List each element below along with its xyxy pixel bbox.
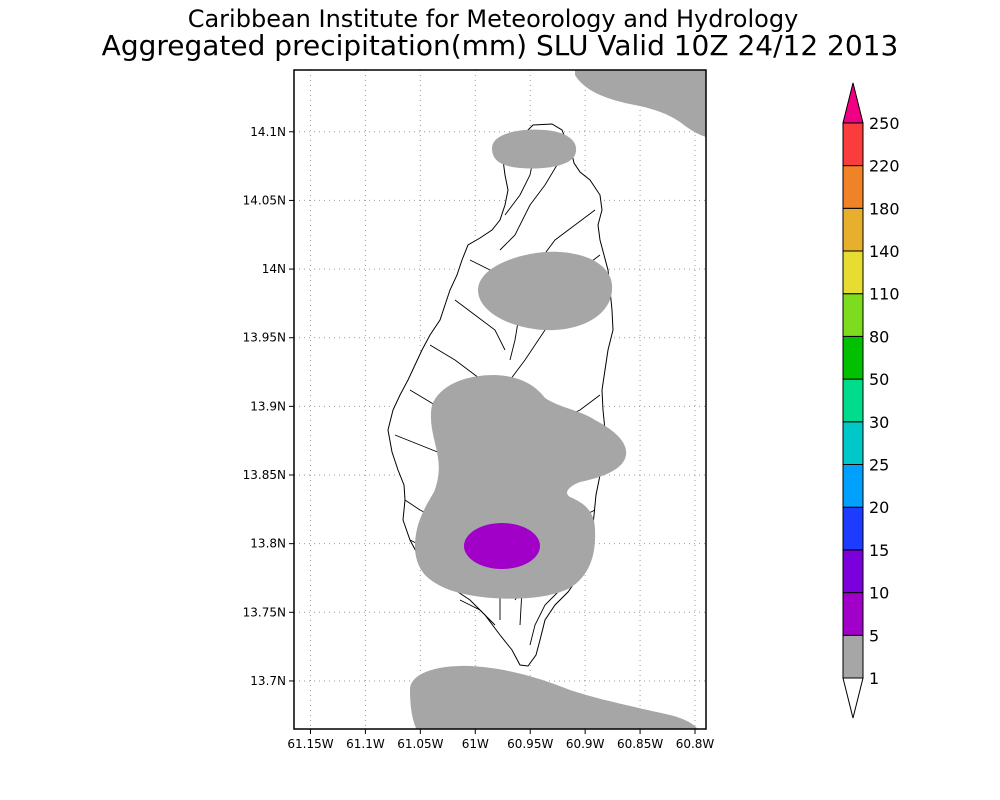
y-tick-label: 13.75N [243,605,286,619]
colorbar-swatch [842,549,864,594]
latitude-labels: 14.1N 14.05N 14N 13.95N 13.9N 13.85N 13.8N 13.7… [243,125,294,688]
colorbar-swatch [842,293,864,337]
x-tick-label: 61.1W [346,737,385,751]
rain-area-north-central [478,251,613,331]
colorbar-swatch [842,464,864,508]
colorbar-swatch [842,165,864,209]
colorbar-label: 1 [869,669,879,688]
colorbar-label: 15 [869,541,889,560]
colorbar-label: 110 [869,285,900,304]
colorbar-swatch [842,335,864,380]
colorbar-label: 250 [869,114,900,133]
y-tick-label: 13.85N [243,468,286,482]
y-tick-label: 13.8N [250,537,286,551]
colorbar-label: 50 [869,370,889,389]
colorbar-under-triangle [842,677,864,719]
x-tick-label: 61.15W [287,737,333,751]
colorbar-label: 30 [869,413,889,432]
colorbar-swatch [842,506,864,551]
rain-area-southern-sea [410,665,698,729]
colorbar-swatch [842,421,864,465]
colorbar-swatch [842,378,864,423]
colorbar-label: 80 [869,327,889,346]
y-tick-label: 14.1N [250,125,286,139]
y-tick-label: 13.7N [250,674,286,688]
map-frame [293,69,707,730]
colorbar-label: 140 [869,242,900,261]
map-panel: 61.15W 61.1W 61.05W 61W 60.95W 60.9W 60.85W 60.… [243,69,714,751]
colorbar-label: 25 [869,456,889,475]
x-tick-label: 60.95W [507,737,553,751]
x-tick-label: 60.8W [676,737,715,751]
y-tick-label: 14.05N [243,193,286,207]
x-tick-label: 60.9W [566,737,605,751]
rain-area-northeast-sea [575,70,706,137]
colorbar-swatch [842,207,864,252]
x-tick-label: 60.85W [617,737,663,751]
colorbar-over-triangle [842,82,864,124]
title-product: Aggregated precipitation(mm) SLU Valid 1… [102,29,899,62]
precip-5-10mm [464,523,540,569]
colorbar-swatch [842,250,864,295]
y-tick-label: 13.9N [250,399,286,413]
rain-area-north-tip [492,129,577,169]
colorbar-swatch [842,592,864,636]
y-tick-label: 14N [262,262,286,276]
x-tick-label: 61.05W [397,737,443,751]
x-tick-label: 61W [462,737,489,751]
colorbar-label: 220 [869,157,900,176]
title-institute: Caribbean Institute for Meteorology and … [188,5,799,33]
colorbar-label: 5 [869,626,879,645]
colorbar-swatch [842,122,864,167]
colorbar-label: 20 [869,498,889,517]
colorbar-label: 180 [869,199,900,218]
colorbar-label: 10 [869,584,889,603]
longitude-labels: 61.15W 61.1W 61.05W 61W 60.95W 60.9W 60.85W 60.… [287,729,714,751]
y-tick-label: 13.95N [243,331,286,345]
colorbar-swatch [842,634,864,679]
